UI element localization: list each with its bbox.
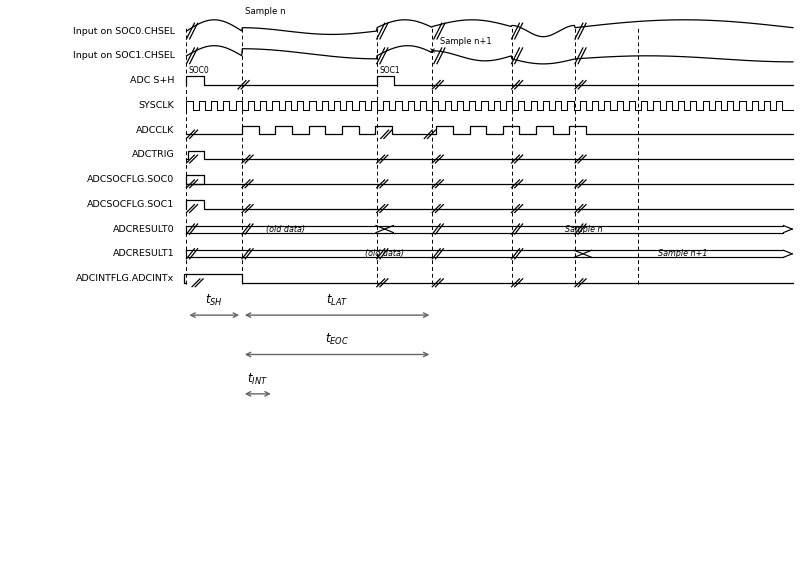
Text: ADC S+H: ADC S+H (130, 76, 175, 85)
Text: ADCRESULT0: ADCRESULT0 (113, 224, 175, 234)
Text: SOC0: SOC0 (188, 65, 210, 75)
Text: Input on SOC0.CHSEL: Input on SOC0.CHSEL (73, 26, 175, 36)
Text: ADCINTFLG.ADCINTx: ADCINTFLG.ADCINTx (76, 274, 175, 283)
Text: Sample n: Sample n (565, 224, 603, 234)
Text: (old data): (old data) (365, 249, 404, 258)
Text: $t_{SH}$: $t_{SH}$ (205, 293, 223, 308)
Text: ADCCLK: ADCCLK (136, 126, 175, 134)
Text: Sample n+1: Sample n+1 (659, 249, 708, 258)
Text: $t_{EOC}$: $t_{EOC}$ (325, 332, 349, 347)
Text: (old data): (old data) (266, 224, 305, 234)
Text: $t_{INT}$: $t_{INT}$ (248, 371, 269, 386)
Text: SOC1: SOC1 (379, 65, 400, 75)
Text: $t_{LAT}$: $t_{LAT}$ (326, 293, 349, 308)
Text: ADCTRIG: ADCTRIG (132, 150, 175, 160)
Text: Sample n+1: Sample n+1 (440, 37, 492, 46)
Text: ADCSOCFLG.SOC0: ADCSOCFLG.SOC0 (87, 175, 175, 184)
Text: ADCSOCFLG.SOC1: ADCSOCFLG.SOC1 (87, 200, 175, 209)
Text: Input on SOC1.CHSEL: Input on SOC1.CHSEL (73, 51, 175, 60)
Text: Sample n: Sample n (245, 7, 286, 17)
Text: ADCRESULT1: ADCRESULT1 (113, 249, 175, 258)
Text: SYSCLK: SYSCLK (139, 101, 175, 110)
